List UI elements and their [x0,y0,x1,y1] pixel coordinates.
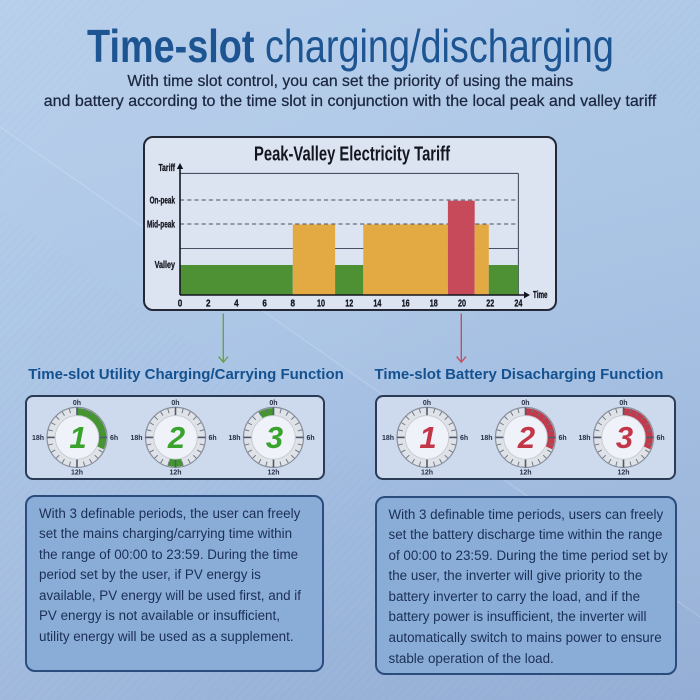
svg-text:8: 8 [291,297,296,309]
svg-text:18h: 18h [381,435,393,442]
svg-text:6h: 6h [209,435,217,442]
svg-text:0h: 0h [269,400,277,407]
svg-text:18: 18 [430,297,438,309]
svg-text:3: 3 [266,420,283,455]
svg-text:12h: 12h [420,469,432,476]
svg-text:12h: 12h [169,469,181,476]
svg-text:18h: 18h [480,435,492,442]
svg-text:Mid-peak: Mid-peak [147,219,175,231]
svg-text:20: 20 [458,297,466,309]
svg-text:0h: 0h [619,400,627,407]
svg-text:On-peak: On-peak [150,194,175,206]
svg-text:0h: 0h [171,400,179,407]
svg-text:18h: 18h [228,435,240,442]
svg-text:Valley: Valley [155,259,176,271]
svg-text:Tariff: Tariff [159,162,176,174]
svg-text:3: 3 [615,420,632,455]
svg-text:12h: 12h [617,469,629,476]
svg-text:24: 24 [514,297,522,309]
svg-text:18h: 18h [32,435,44,442]
svg-text:6h: 6h [558,435,566,442]
svg-text:2: 2 [167,420,185,455]
svg-text:22: 22 [486,297,494,309]
svg-text:0h: 0h [422,400,430,407]
svg-text:6h: 6h [110,435,118,442]
svg-text:4: 4 [234,297,239,309]
svg-text:18h: 18h [578,435,590,442]
svg-text:0: 0 [178,297,183,309]
svg-text:14: 14 [373,297,381,309]
svg-text:2: 2 [516,420,534,455]
svg-text:12h: 12h [519,469,531,476]
svg-text:12h: 12h [71,469,83,476]
svg-text:18h: 18h [130,435,142,442]
svg-text:2: 2 [206,297,211,309]
svg-text:6h: 6h [307,435,315,442]
svg-text:1: 1 [69,420,86,455]
svg-text:1: 1 [419,420,436,455]
svg-text:6: 6 [262,297,267,309]
svg-text:0h: 0h [73,400,81,407]
svg-text:10: 10 [317,297,325,309]
svg-text:12h: 12h [267,469,279,476]
svg-text:Peak-Valley Electricity Tariff: Peak-Valley Electricity Tariff [254,143,450,165]
svg-text:6h: 6h [656,435,664,442]
svg-text:6h: 6h [460,435,468,442]
svg-text:0h: 0h [521,400,529,407]
svg-text:12: 12 [345,297,353,309]
svg-text:16: 16 [402,297,410,309]
svg-text:Time: Time [533,289,548,301]
